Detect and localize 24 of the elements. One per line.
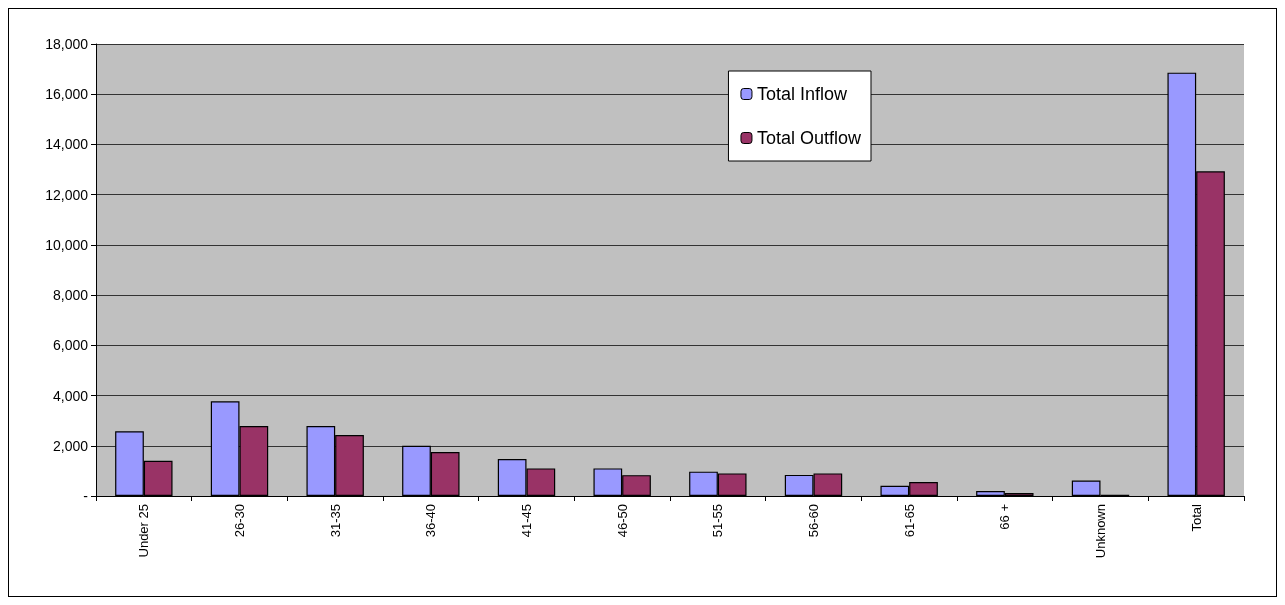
x-tick-label: 51-55 (710, 504, 726, 538)
x-tick-label: 31-35 (327, 504, 343, 538)
y-tick-label: 16,000 (45, 86, 89, 103)
y-tick-label: - (83, 488, 89, 504)
x-tick-label: 61-65 (901, 504, 917, 538)
y-tick-label: 10,000 (45, 236, 89, 253)
legend-label: Total Outflow (756, 128, 862, 148)
y-tick-label: 18,000 (45, 36, 89, 52)
x-tick-label: 56-60 (806, 504, 821, 538)
y-tick-label: 2,000 (52, 437, 89, 454)
x-tick-label: 41-45 (519, 504, 534, 538)
x-tick-label: Total (1188, 503, 1204, 532)
x-tick-label: Unknown (1093, 504, 1108, 559)
y-tick-label: 8,000 (52, 287, 89, 304)
y-tick-label: 6,000 (52, 337, 89, 354)
y-tick-label: 14,000 (45, 136, 89, 153)
x-tick-label: 26-30 (232, 504, 247, 538)
x-tick-label: 46-50 (614, 504, 630, 538)
y-tick-label: 4,000 (52, 387, 89, 404)
x-tick-label: Under 25 (136, 504, 152, 558)
x-tick-label: 66 + (997, 504, 1013, 530)
x-tick-label: 36-40 (423, 504, 439, 538)
legend-label: Total Inflow (756, 84, 848, 104)
y-tick-label: 12,000 (45, 186, 89, 203)
